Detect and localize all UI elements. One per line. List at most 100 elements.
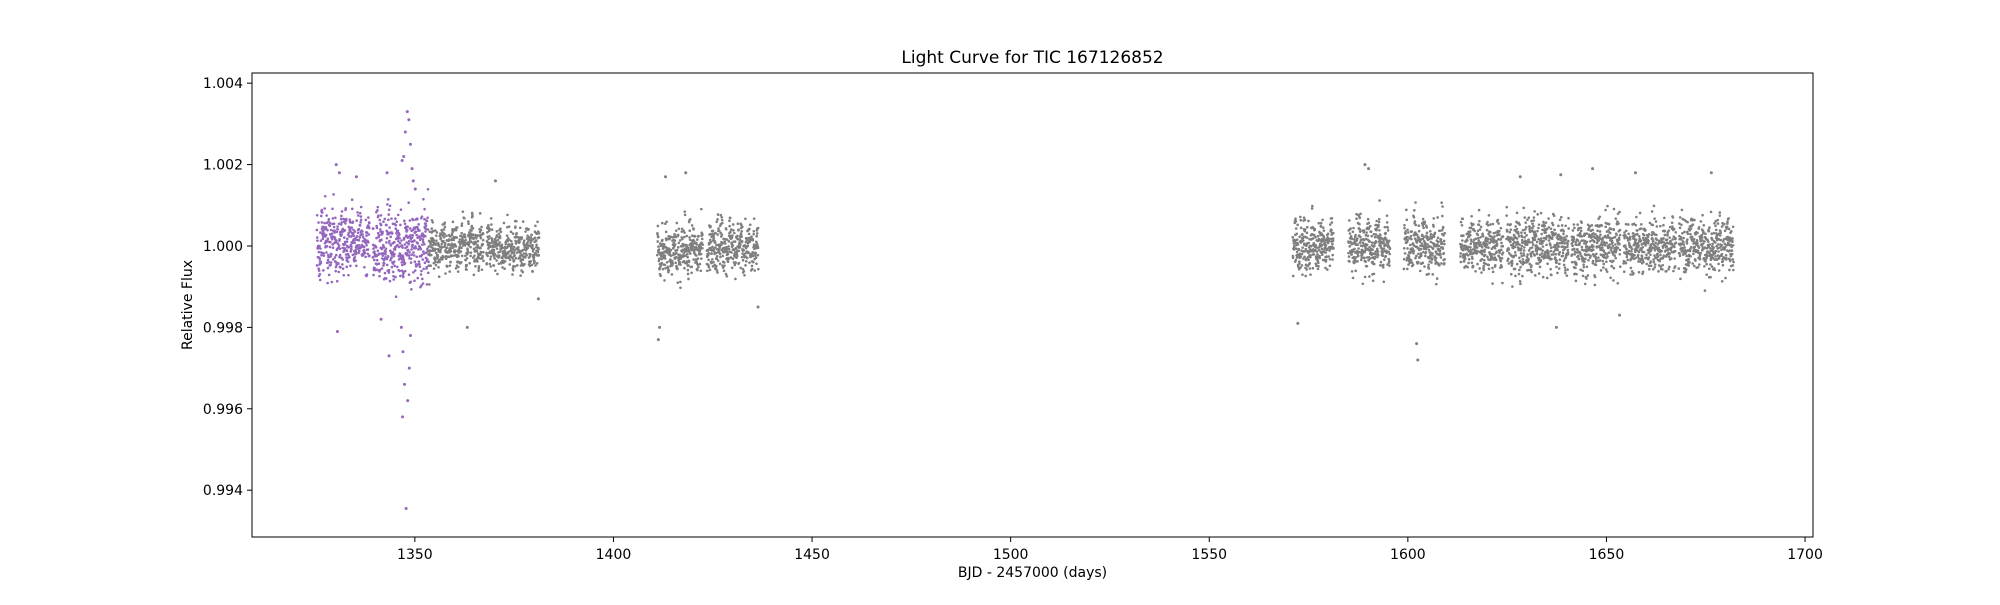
data-point bbox=[493, 179, 497, 183]
data-point bbox=[499, 227, 502, 230]
data-point bbox=[737, 228, 740, 231]
data-point bbox=[1519, 261, 1523, 264]
data-point bbox=[1614, 256, 1618, 260]
data-point bbox=[339, 223, 343, 226]
data-point bbox=[1331, 239, 1335, 243]
data-point bbox=[471, 214, 474, 218]
data-point bbox=[1368, 257, 1372, 260]
data-point bbox=[1655, 225, 1659, 228]
data-point bbox=[481, 254, 484, 258]
data-point bbox=[1711, 242, 1714, 246]
data-point bbox=[1321, 226, 1325, 229]
data-point bbox=[1655, 257, 1658, 260]
data-point bbox=[1594, 263, 1598, 267]
data-point bbox=[430, 227, 434, 230]
data-point bbox=[1553, 248, 1557, 252]
data-point bbox=[1364, 260, 1367, 264]
data-point bbox=[1667, 242, 1670, 245]
data-point bbox=[1320, 247, 1324, 251]
data-point bbox=[1556, 248, 1559, 252]
data-point bbox=[463, 236, 467, 239]
data-point bbox=[1721, 263, 1725, 267]
data-point bbox=[403, 130, 407, 134]
data-point bbox=[1560, 245, 1564, 249]
data-point bbox=[373, 258, 376, 262]
data-point bbox=[1527, 258, 1531, 261]
data-point bbox=[502, 221, 506, 225]
data-point bbox=[1593, 275, 1597, 279]
data-point bbox=[1487, 267, 1491, 271]
data-point bbox=[340, 214, 343, 218]
data-point bbox=[674, 251, 678, 255]
data-point bbox=[1296, 243, 1300, 246]
data-point bbox=[673, 239, 677, 242]
data-point bbox=[1424, 250, 1428, 254]
data-point bbox=[335, 329, 339, 333]
data-point bbox=[1618, 228, 1622, 232]
data-point bbox=[489, 245, 492, 248]
data-point bbox=[1586, 274, 1590, 277]
data-point bbox=[1349, 227, 1352, 230]
data-point bbox=[1552, 250, 1555, 254]
data-point bbox=[718, 229, 721, 233]
data-point bbox=[1627, 232, 1630, 236]
data-point bbox=[1544, 221, 1548, 224]
data-point bbox=[358, 236, 362, 239]
data-point bbox=[536, 250, 540, 254]
data-point bbox=[330, 232, 334, 235]
data-point bbox=[1415, 233, 1419, 237]
data-point bbox=[341, 263, 344, 266]
data-point bbox=[1425, 226, 1429, 229]
data-point bbox=[1732, 268, 1735, 272]
data-point bbox=[688, 217, 692, 221]
data-point bbox=[449, 249, 453, 253]
data-point bbox=[530, 263, 534, 267]
data-point bbox=[1385, 214, 1389, 217]
data-point bbox=[407, 239, 411, 243]
data-point bbox=[1473, 229, 1476, 233]
data-point bbox=[671, 262, 675, 265]
data-point bbox=[1600, 241, 1604, 244]
data-point bbox=[1384, 255, 1388, 258]
data-point bbox=[752, 232, 755, 236]
data-point bbox=[343, 242, 347, 246]
data-point bbox=[1507, 251, 1511, 255]
data-point bbox=[1524, 228, 1527, 231]
data-point bbox=[718, 245, 722, 249]
data-point bbox=[675, 248, 679, 252]
data-point bbox=[757, 267, 760, 271]
data-point bbox=[1301, 273, 1304, 276]
data-point bbox=[664, 230, 668, 234]
data-point bbox=[385, 277, 388, 280]
data-point bbox=[1316, 267, 1320, 271]
data-point bbox=[317, 246, 320, 250]
data-point bbox=[1678, 252, 1682, 256]
data-point bbox=[1633, 253, 1636, 257]
data-point bbox=[1403, 252, 1407, 255]
data-point bbox=[434, 251, 438, 255]
data-point bbox=[1528, 262, 1532, 266]
data-point bbox=[1522, 206, 1526, 210]
data-point bbox=[1483, 250, 1486, 254]
data-point bbox=[1331, 258, 1334, 261]
data-point bbox=[658, 257, 661, 260]
data-point bbox=[424, 227, 428, 231]
data-point bbox=[1618, 242, 1621, 246]
data-point bbox=[1316, 253, 1319, 256]
data-point bbox=[1647, 256, 1651, 259]
data-point bbox=[1441, 225, 1445, 229]
data-point bbox=[1354, 255, 1358, 259]
data-point bbox=[439, 250, 442, 254]
data-point bbox=[1305, 268, 1308, 271]
data-point bbox=[398, 236, 401, 240]
data-point bbox=[442, 255, 445, 259]
data-point bbox=[1550, 273, 1553, 277]
data-point bbox=[1713, 222, 1716, 225]
data-point bbox=[1428, 229, 1432, 233]
data-point bbox=[1294, 227, 1298, 230]
data-point bbox=[1655, 233, 1658, 237]
data-point bbox=[465, 268, 468, 271]
data-point bbox=[1489, 223, 1492, 226]
data-point bbox=[1608, 245, 1611, 249]
data-point bbox=[658, 325, 662, 329]
